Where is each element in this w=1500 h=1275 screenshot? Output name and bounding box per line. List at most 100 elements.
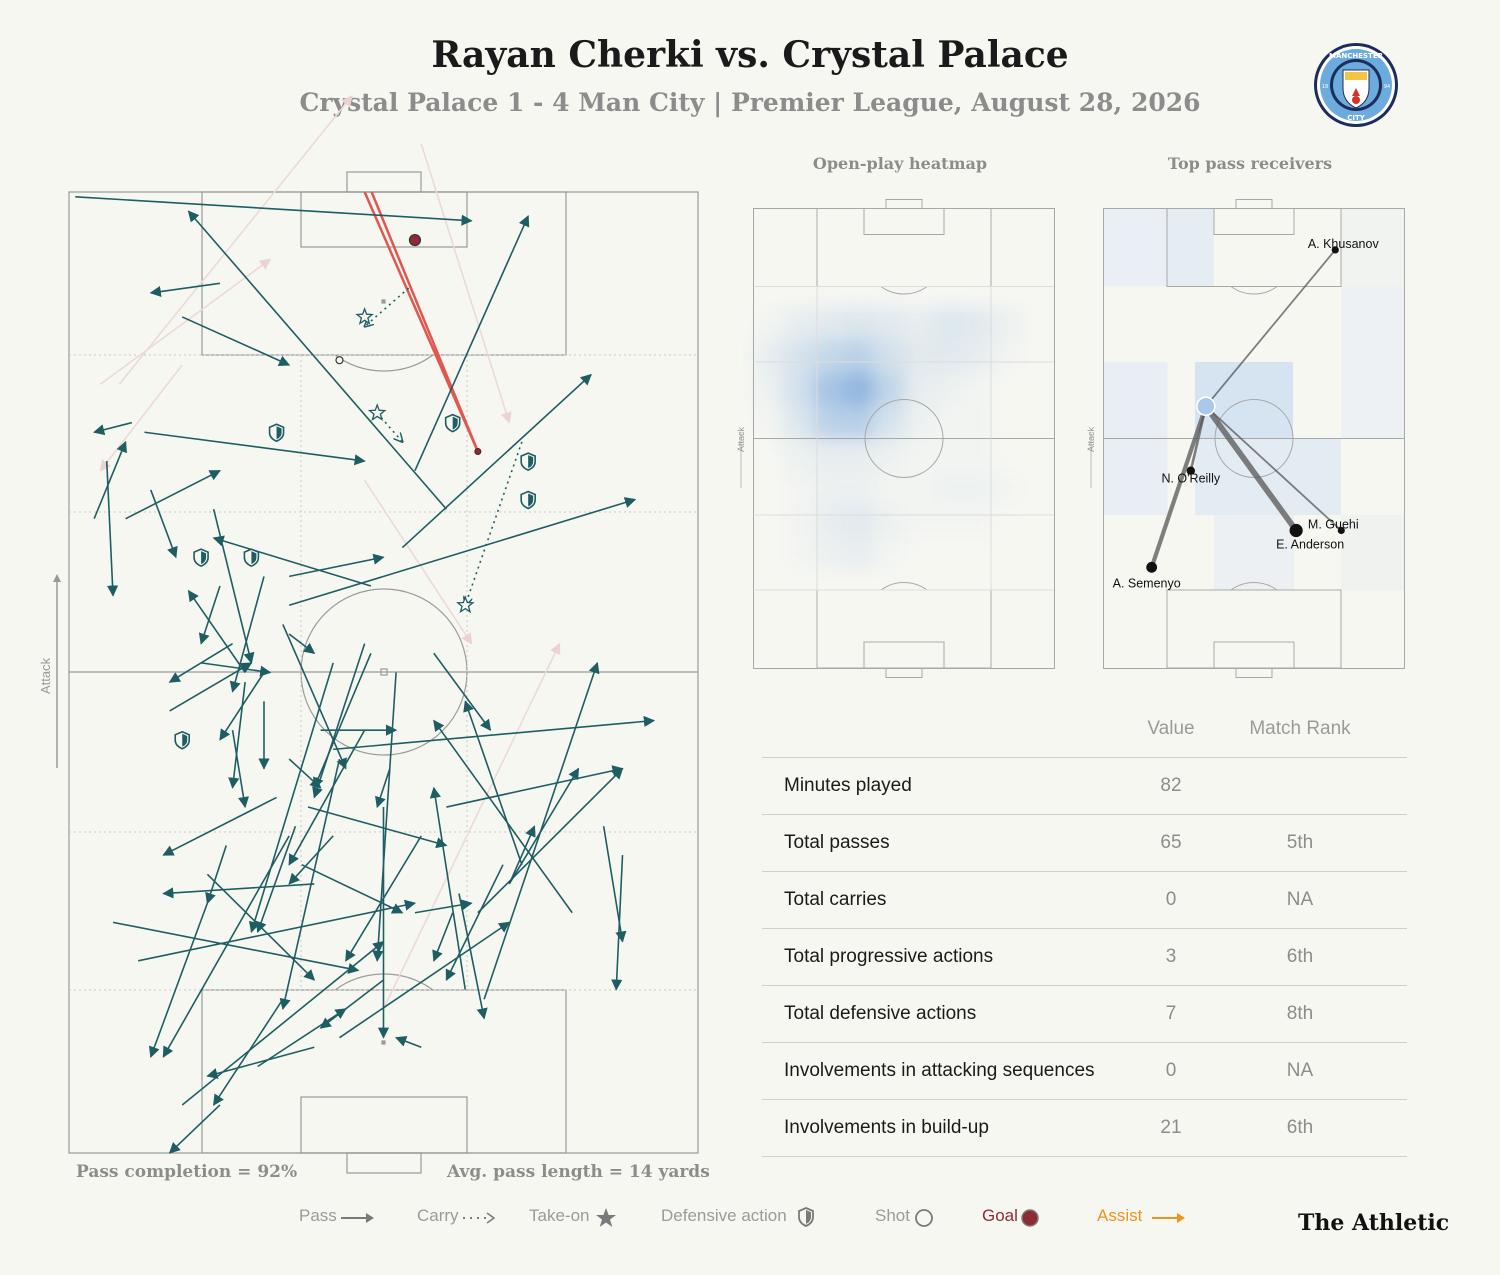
pass-arrow	[212, 508, 255, 664]
heatmap-pitch-lines	[753, 199, 1055, 678]
heatmap-zone-lines	[753, 286, 1054, 591]
receivers-attack-label: Attack	[1086, 426, 1096, 452]
pass-arrow	[150, 489, 178, 559]
defensive-action-shield	[193, 548, 209, 568]
faded-passes-layer	[99, 95, 561, 1010]
page-title: Rayan Cherki vs. Crystal Palace	[431, 34, 1069, 76]
pass-arrow	[187, 589, 246, 673]
pass-arrow	[198, 585, 221, 645]
heatmap-cell	[784, 471, 814, 504]
stat-row: Total passes 65 5th	[762, 815, 1407, 872]
stats-header-rank: Match Rank	[1249, 718, 1351, 739]
heatmap-cell	[783, 405, 814, 439]
shield-fill	[182, 733, 188, 747]
take-on-star	[367, 403, 387, 421]
receiver-node	[1146, 561, 1158, 573]
defensive-action-shield	[444, 413, 461, 433]
carry-arrow	[465, 441, 523, 605]
pass-arrow	[301, 863, 404, 914]
marker-layer	[174, 233, 536, 750]
pass-arrow	[206, 873, 316, 981]
stat-row: Total carries 0 NA	[762, 872, 1407, 929]
stat-rank: 8th	[1286, 1003, 1314, 1024]
faded-pass-arrow	[99, 258, 272, 385]
badge-text-top: MANCHESTER	[1329, 52, 1384, 60]
pass-arrow	[508, 825, 536, 885]
stat-rank: NA	[1286, 1060, 1314, 1081]
heatmap-cell	[994, 471, 1024, 504]
pass-arrow	[148, 902, 209, 1058]
receivers-pitch-lines	[1103, 199, 1405, 678]
pass-arrow	[414, 899, 473, 914]
legend-carry-icon	[463, 1212, 496, 1224]
pass-arrow	[181, 316, 291, 366]
pass-arrow	[307, 806, 448, 849]
heatmap-cell	[753, 339, 784, 373]
shield-fill	[251, 551, 257, 565]
heatmap-cells	[753, 307, 1025, 570]
heatmap-cell	[843, 504, 874, 538]
pass-arrow	[483, 661, 600, 1000]
receiver-node	[1289, 523, 1303, 538]
pass-arrow	[169, 662, 253, 712]
pass-arrow	[288, 497, 637, 606]
pass-arrow	[206, 1046, 315, 1079]
legend-carry-label: Carry	[417, 1206, 459, 1225]
pass-arrow	[463, 700, 523, 865]
defensive-action-shield	[268, 423, 285, 443]
heatmap-cell	[843, 339, 874, 373]
shield-fill	[528, 493, 534, 507]
pass-arrow	[611, 855, 624, 991]
pass-arrow	[255, 825, 297, 934]
receiver-name: M. Guehi	[1308, 518, 1359, 532]
goal-line	[370, 191, 480, 452]
legend-pass-label: Pass	[299, 1206, 337, 1225]
heatmap-cell	[843, 405, 874, 439]
stat-value: 0	[1165, 889, 1177, 910]
heatmap-cell	[904, 339, 935, 373]
pass-arrow	[162, 883, 315, 899]
pass-arrow	[446, 765, 624, 808]
heatmap-pitch	[753, 199, 1055, 678]
legend-goal-icon	[1021, 1209, 1039, 1227]
stat-label: Involvements in build-up	[784, 1117, 989, 1138]
pass-arrow	[231, 730, 250, 809]
legend-shot-icon	[915, 1209, 933, 1227]
pass-arrow	[75, 196, 473, 226]
legend-assist-icon	[1152, 1213, 1185, 1223]
pass-arrow	[162, 835, 290, 1058]
heatmap-cell	[904, 471, 934, 504]
pass-arrow	[333, 715, 656, 751]
pass-arrow	[200, 662, 272, 677]
goal-origin-dot	[474, 447, 482, 455]
receiver-name: E. Anderson	[1276, 538, 1344, 552]
heatmap-cell	[964, 471, 995, 505]
stat-value: 21	[1160, 1117, 1182, 1138]
pass-arrow	[162, 796, 277, 856]
defensive-action-shield	[520, 452, 536, 471]
heatmap-cell	[934, 372, 965, 406]
shot-marker	[335, 356, 344, 365]
player-hub-node	[1196, 396, 1216, 417]
heatmap-cell	[964, 439, 994, 472]
heatmap-cell	[964, 504, 994, 537]
pass-arrow	[282, 624, 347, 770]
pitch-zone-lines	[69, 354, 698, 991]
pass-arrow	[212, 535, 372, 587]
receivers-attack-arrow	[1090, 432, 1092, 488]
page-subtitle: Crystal Palace 1 - 4 Man City | Premier …	[299, 88, 1201, 117]
club-badge-logo: MANCHESTER CITY 18 94	[1314, 43, 1398, 127]
pass-arrow	[395, 1036, 422, 1049]
stat-row: Involvements in attacking sequences 0 NA	[762, 1043, 1407, 1100]
heatmap-cell	[873, 307, 904, 340]
stat-label: Total carries	[784, 889, 887, 910]
legend-assist-label: Assist	[1097, 1206, 1143, 1225]
stat-value: 82	[1160, 775, 1182, 796]
heatmap-cell	[934, 439, 964, 472]
stat-value: 7	[1165, 1003, 1177, 1024]
defensive-action-shield	[174, 730, 191, 750]
heatmap-cell	[813, 339, 844, 373]
heatmap-cell	[754, 307, 784, 340]
pass-arrow	[187, 210, 448, 510]
pass-layer	[75, 196, 656, 1154]
